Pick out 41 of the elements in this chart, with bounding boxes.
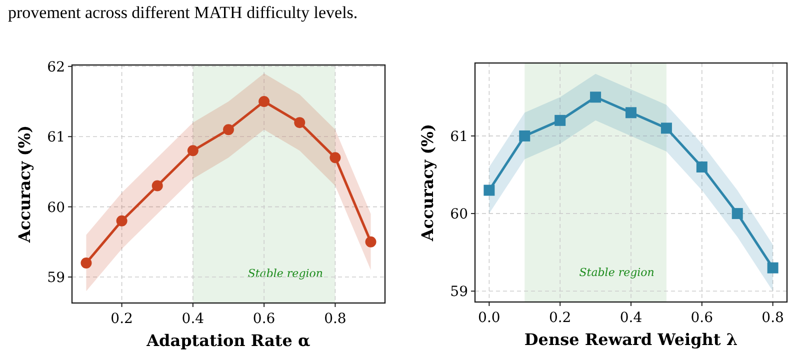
x-tick-label: 0.2 [548,310,572,326]
x-tick-label: 0.2 [110,311,133,327]
point [590,92,602,103]
point [519,130,530,142]
point [116,215,128,226]
point [223,124,234,136]
y-tick-label: 61 [450,128,468,145]
y-tick-label: 59 [47,270,65,286]
y-axis-title: Accuracy (%) [15,125,34,244]
y-tick-label: 60 [450,206,468,223]
y-tick-label: 60 [47,200,65,216]
point [696,161,708,172]
point [554,114,566,126]
x-tick-label: 0.0 [478,310,500,326]
y-tick-label: 62 [47,59,65,76]
band-label: Stable region [248,267,323,280]
text: provement across different MATH difficulty levels. [8,3,358,22]
x-tick-label: 0.8 [324,311,346,327]
point [152,180,163,192]
point [732,208,743,220]
x-axis-title: Dense Reward Weight λ [524,330,738,349]
band-label: Stable region [579,266,654,279]
x-tick-label: 0.6 [252,311,276,327]
point [187,145,198,156]
x-tick-label: 0.8 [762,310,784,326]
point [767,262,778,274]
x-axis-title: Adaptation Rate α [146,331,310,350]
x-tick-label: 0.6 [690,310,714,326]
point [330,152,341,164]
point [294,117,306,128]
point [258,96,270,108]
x-tick-label: 0.4 [620,310,642,326]
point [626,107,636,118]
y-axis-title: Accuracy (%) [418,124,437,242]
point [365,236,376,248]
point [660,122,672,134]
point [484,184,495,196]
y-tick-label: 61 [47,130,65,146]
point [80,257,92,268]
y-tick-label: 59 [450,284,468,300]
x-tick-label: 0.4 [182,311,204,327]
